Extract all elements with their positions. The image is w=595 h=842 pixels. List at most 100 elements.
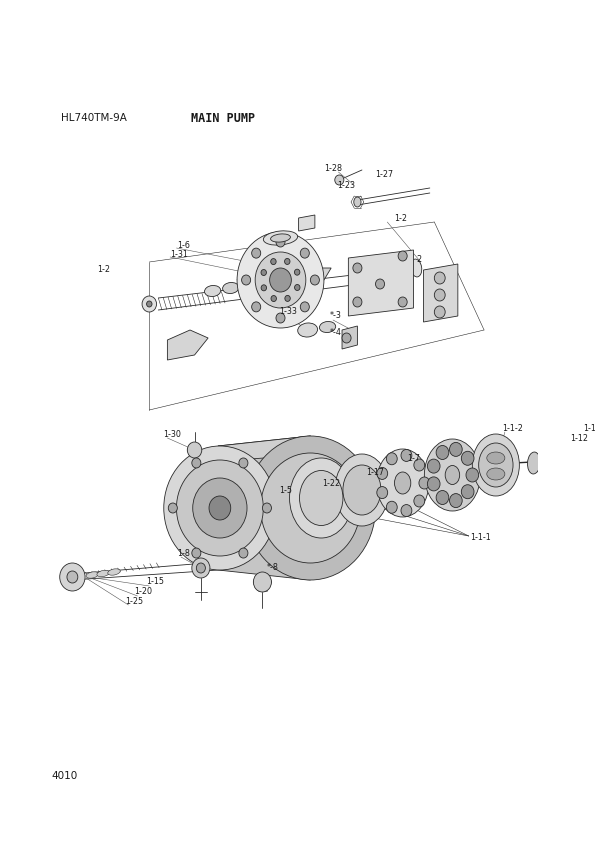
Circle shape [414, 495, 425, 507]
Text: 1-5: 1-5 [278, 486, 292, 494]
Circle shape [209, 496, 231, 520]
Ellipse shape [528, 452, 540, 474]
Circle shape [193, 478, 247, 538]
Circle shape [353, 297, 362, 307]
Circle shape [461, 485, 474, 498]
Text: *-8: *-8 [267, 563, 279, 573]
Circle shape [60, 563, 85, 591]
Circle shape [261, 285, 267, 290]
Text: 1-22: 1-22 [322, 478, 340, 488]
Circle shape [401, 450, 412, 461]
Polygon shape [348, 250, 414, 316]
Text: 1-15: 1-15 [146, 578, 165, 587]
Circle shape [271, 296, 277, 301]
Circle shape [386, 501, 397, 514]
Circle shape [342, 333, 351, 343]
Circle shape [239, 458, 248, 468]
Ellipse shape [487, 452, 505, 464]
Circle shape [261, 453, 360, 563]
Circle shape [192, 558, 210, 578]
Ellipse shape [205, 285, 221, 296]
Circle shape [239, 548, 248, 558]
Circle shape [270, 268, 292, 292]
Text: 1-1-2: 1-1-2 [502, 424, 523, 433]
Ellipse shape [298, 323, 318, 337]
Ellipse shape [264, 231, 298, 245]
Circle shape [300, 248, 309, 258]
Ellipse shape [335, 454, 389, 526]
Text: MAIN PUMP: MAIN PUMP [191, 111, 255, 125]
Circle shape [377, 467, 388, 479]
Text: *-3: *-3 [330, 312, 342, 321]
Circle shape [142, 296, 156, 312]
Circle shape [419, 477, 430, 489]
Text: 1-2: 1-2 [394, 214, 408, 222]
Text: 1-23: 1-23 [337, 180, 355, 189]
Circle shape [237, 232, 324, 328]
Ellipse shape [97, 570, 109, 577]
Ellipse shape [108, 569, 120, 575]
Ellipse shape [411, 259, 422, 277]
Circle shape [375, 279, 384, 289]
Text: 1-33: 1-33 [278, 307, 296, 317]
Circle shape [434, 272, 445, 284]
Circle shape [401, 504, 412, 517]
Ellipse shape [579, 447, 594, 471]
Ellipse shape [551, 447, 568, 475]
Ellipse shape [424, 439, 481, 511]
Text: 1-28: 1-28 [324, 163, 342, 173]
Circle shape [450, 493, 462, 508]
Circle shape [295, 285, 300, 290]
Text: 1-20: 1-20 [134, 588, 152, 596]
Text: 4010: 4010 [52, 771, 78, 781]
Circle shape [461, 451, 474, 466]
Circle shape [466, 468, 478, 482]
Text: 1-12: 1-12 [570, 434, 588, 443]
Circle shape [252, 248, 261, 258]
Circle shape [398, 251, 407, 261]
Text: 1-31: 1-31 [170, 249, 188, 258]
Ellipse shape [271, 234, 290, 242]
Circle shape [398, 297, 407, 307]
Circle shape [262, 503, 271, 513]
Ellipse shape [320, 322, 336, 333]
Circle shape [192, 548, 201, 558]
Circle shape [146, 301, 152, 307]
Ellipse shape [354, 197, 361, 207]
Ellipse shape [472, 434, 519, 496]
Circle shape [311, 275, 320, 285]
Circle shape [284, 258, 290, 264]
Circle shape [353, 263, 362, 273]
Polygon shape [167, 330, 208, 360]
Circle shape [386, 453, 397, 465]
Ellipse shape [290, 458, 353, 538]
Circle shape [436, 491, 449, 504]
Text: 1-7: 1-7 [407, 454, 420, 462]
Text: 1-27: 1-27 [375, 169, 394, 179]
Text: 1-6: 1-6 [177, 241, 190, 249]
Text: 1-1-1: 1-1-1 [471, 534, 491, 542]
Circle shape [196, 563, 205, 573]
Circle shape [450, 442, 462, 456]
Ellipse shape [299, 471, 343, 525]
Circle shape [177, 460, 264, 556]
Circle shape [255, 252, 306, 308]
Ellipse shape [569, 450, 580, 470]
Circle shape [335, 175, 344, 185]
Text: 1-25: 1-25 [125, 598, 143, 606]
Polygon shape [424, 264, 458, 322]
Ellipse shape [223, 282, 239, 294]
Text: 1-30: 1-30 [163, 429, 181, 439]
Circle shape [261, 269, 267, 275]
Circle shape [192, 458, 201, 468]
Circle shape [164, 446, 276, 570]
Circle shape [253, 572, 271, 592]
Circle shape [271, 258, 276, 264]
Ellipse shape [86, 572, 99, 578]
Circle shape [414, 459, 425, 471]
Circle shape [187, 442, 202, 458]
Circle shape [276, 237, 285, 247]
Ellipse shape [343, 465, 381, 515]
Circle shape [377, 487, 388, 498]
Circle shape [168, 503, 177, 513]
